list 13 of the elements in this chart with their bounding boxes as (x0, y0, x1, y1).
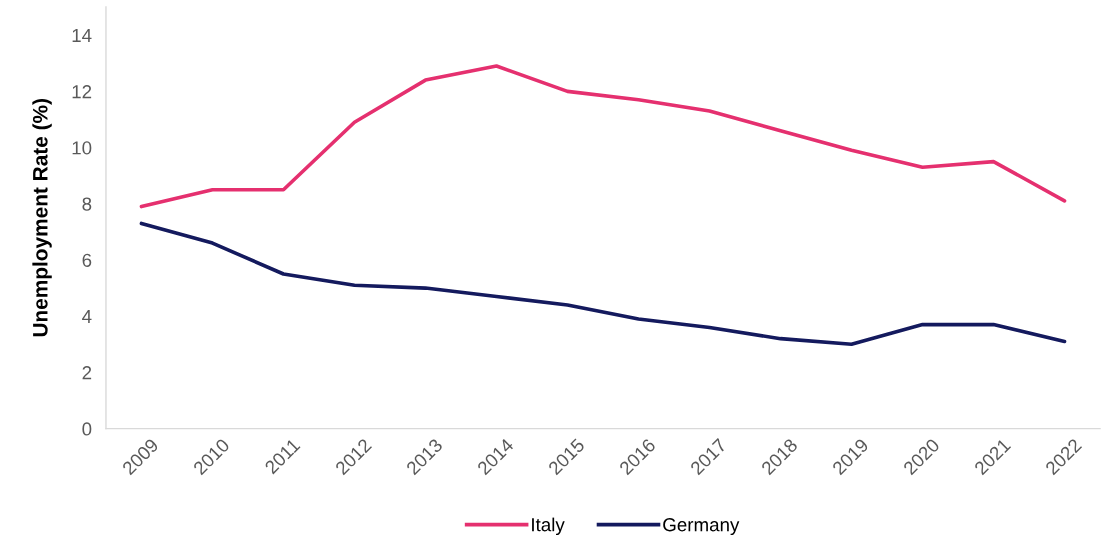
y-tick-label: 8 (82, 197, 92, 211)
y-tick-label: 14 (72, 29, 92, 42)
y-tick-label: 0 (82, 422, 92, 436)
line-series (139, 64, 1067, 209)
legend-label: Italy (532, 517, 565, 536)
line-series (139, 221, 1067, 347)
y-tick-label: 2 (82, 366, 92, 380)
y-tick-label: 10 (72, 141, 92, 155)
y-tick-label: 6 (82, 253, 92, 267)
y-tick-label: 4 (82, 310, 92, 323)
legend-label: Germany (663, 518, 740, 536)
y-axis-title: Unemployment Rate (%) (32, 99, 52, 337)
y-tick-label: 12 (72, 85, 92, 99)
